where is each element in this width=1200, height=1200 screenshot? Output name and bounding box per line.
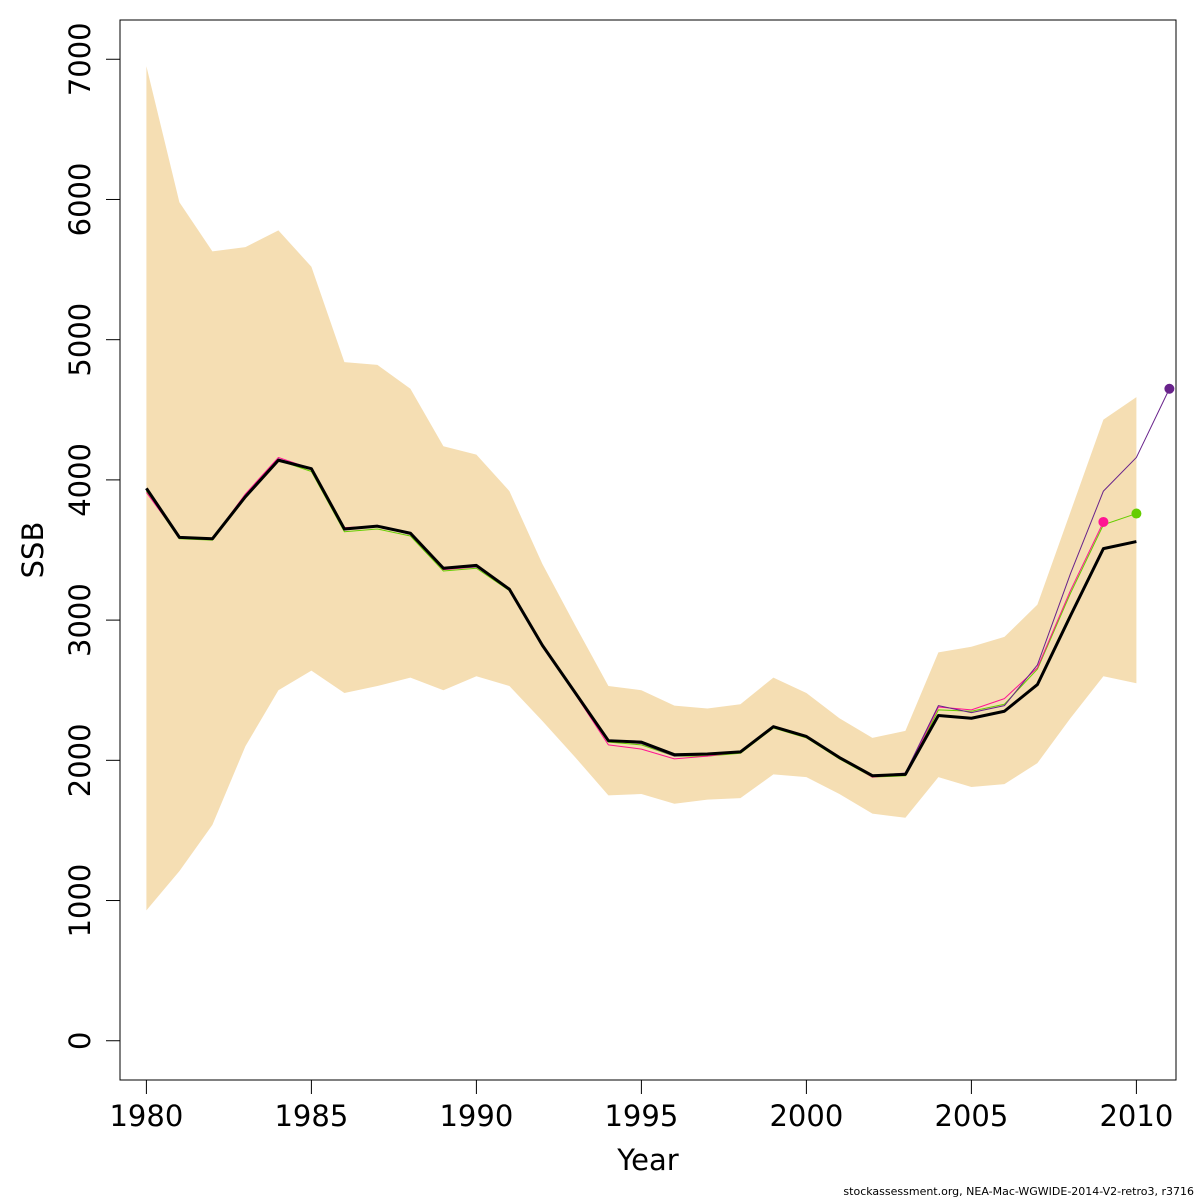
y-axis: 0 1000 2000 3000 4000 5000 6000 7000	[63, 22, 121, 1050]
confidence-band	[146, 66, 1137, 911]
y-tick-label: 2000	[63, 723, 97, 797]
y-tick-label: 1000	[63, 864, 97, 938]
x-tick-label: 2000	[769, 1099, 843, 1133]
series-final-assessment	[145, 458, 1137, 778]
series-layer	[145, 383, 1175, 778]
series-endpoint-retro-peel-3	[1164, 383, 1175, 394]
confidence-band-layer	[146, 66, 1137, 911]
x-axis: 1980 1985 1990 1995 2000 2005 2010	[109, 1079, 1173, 1133]
series-line-final-assessment	[145, 458, 1137, 778]
y-tick-label: 4000	[63, 443, 97, 517]
y-axis-title: SSB	[16, 522, 50, 579]
x-axis-title: Year	[616, 1143, 678, 1177]
series-endpoint-retro-peel-1	[1131, 508, 1142, 519]
y-tick-label: 5000	[63, 303, 97, 377]
source-footer: stockassessment.org, NEA-Mac-WGWIDE-2014…	[843, 1185, 1194, 1198]
x-tick-label: 1995	[604, 1099, 678, 1133]
x-tick-label: 2005	[934, 1099, 1008, 1133]
x-tick-label: 1985	[274, 1099, 348, 1133]
y-tick-label: 7000	[63, 22, 97, 96]
y-tick-label: 6000	[63, 163, 97, 237]
y-tick-label: 3000	[63, 583, 97, 657]
series-endpoint-retro-peel-2	[1098, 516, 1109, 527]
x-tick-label: 2010	[1099, 1099, 1173, 1133]
y-tick-label: 0	[63, 1032, 97, 1050]
x-tick-label: 1990	[439, 1099, 513, 1133]
x-tick-label: 1980	[109, 1099, 183, 1133]
